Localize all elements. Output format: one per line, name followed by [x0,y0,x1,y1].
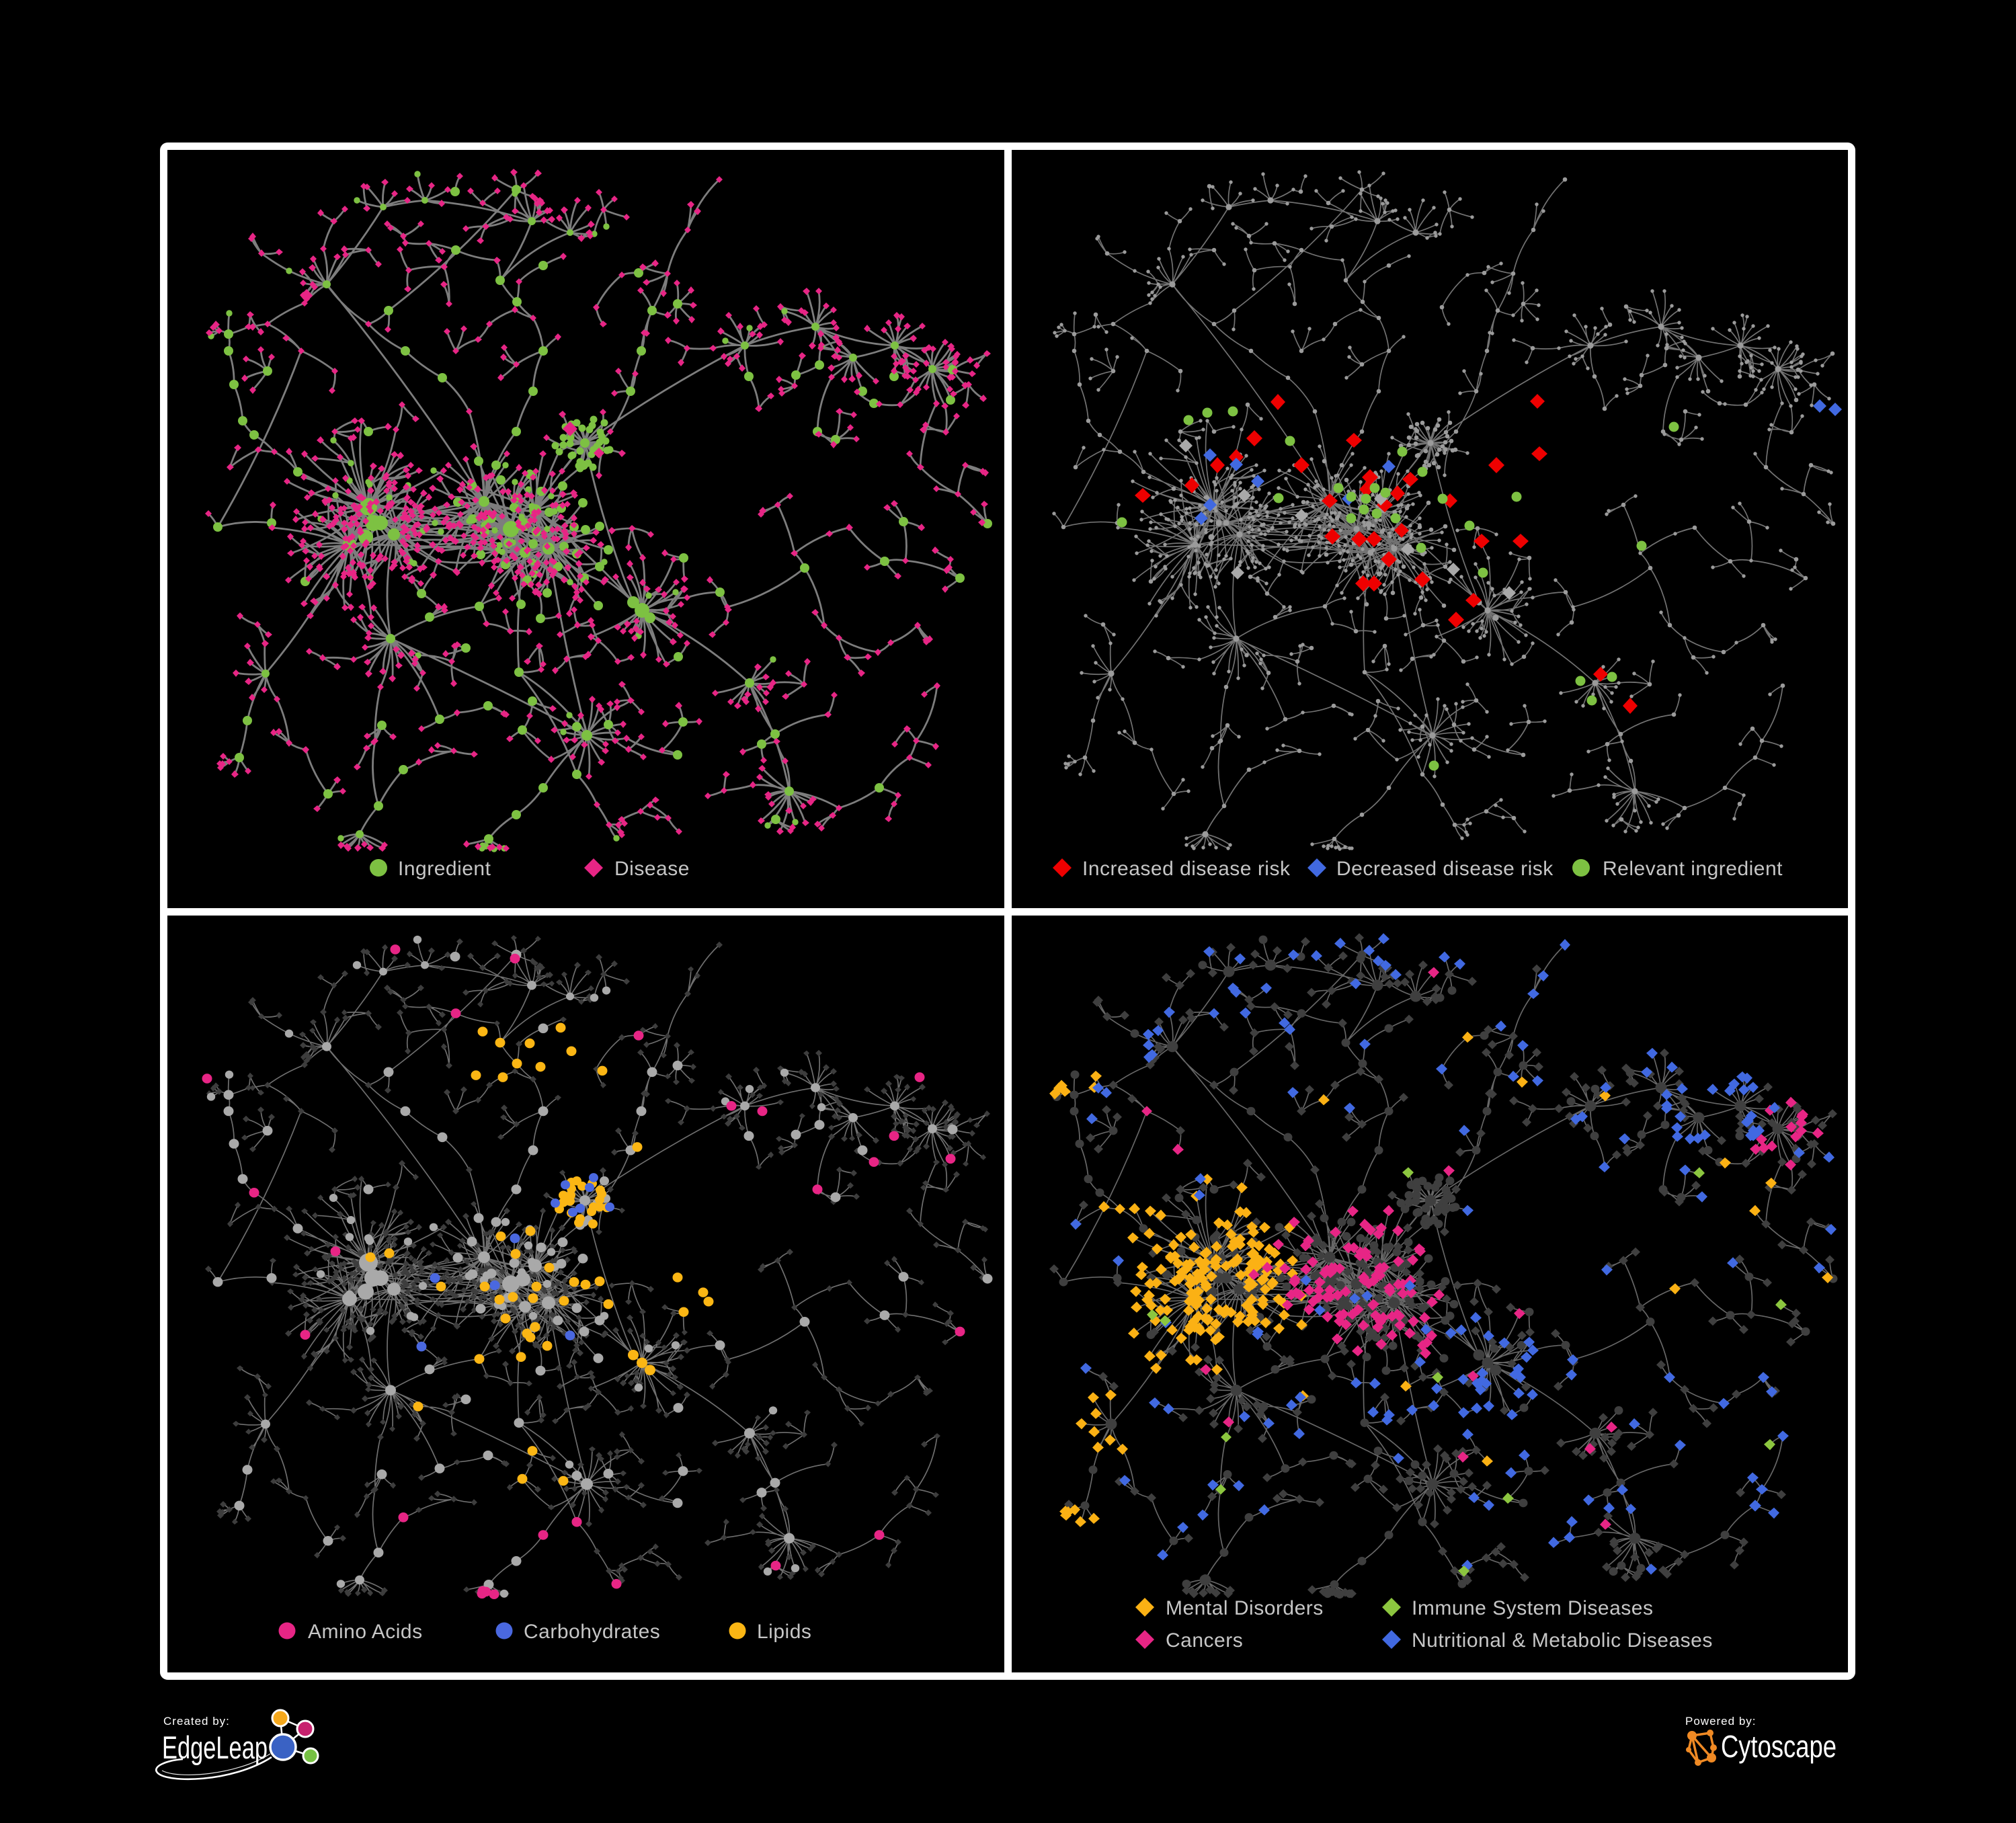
svg-text:Cytoscape: Cytoscape [1721,1729,1837,1764]
svg-text:Nutritional & Metabolic Diseas: Nutritional & Metabolic Diseases [1412,1629,1713,1652]
svg-text:Lipids: Lipids [757,1621,811,1643]
svg-text:Disease: Disease [614,858,690,880]
svg-text:Created by:: Created by: [163,1715,230,1728]
svg-text:Cancers: Cancers [1166,1629,1243,1652]
svg-text:Immune System Diseases: Immune System Diseases [1412,1597,1653,1619]
svg-text:Relevant ingredient: Relevant ingredient [1603,858,1783,880]
svg-text:Increased disease risk: Increased disease risk [1082,858,1291,880]
svg-text:Ingredient: Ingredient [398,858,491,880]
svg-text:Mental Disorders: Mental Disorders [1166,1597,1324,1619]
svg-text:Amino Acids: Amino Acids [308,1621,423,1643]
svg-text:Carbohydrates: Carbohydrates [524,1621,660,1643]
svg-text:Decreased disease risk: Decreased disease risk [1336,858,1554,880]
svg-text:Powered by:: Powered by: [1685,1715,1757,1728]
